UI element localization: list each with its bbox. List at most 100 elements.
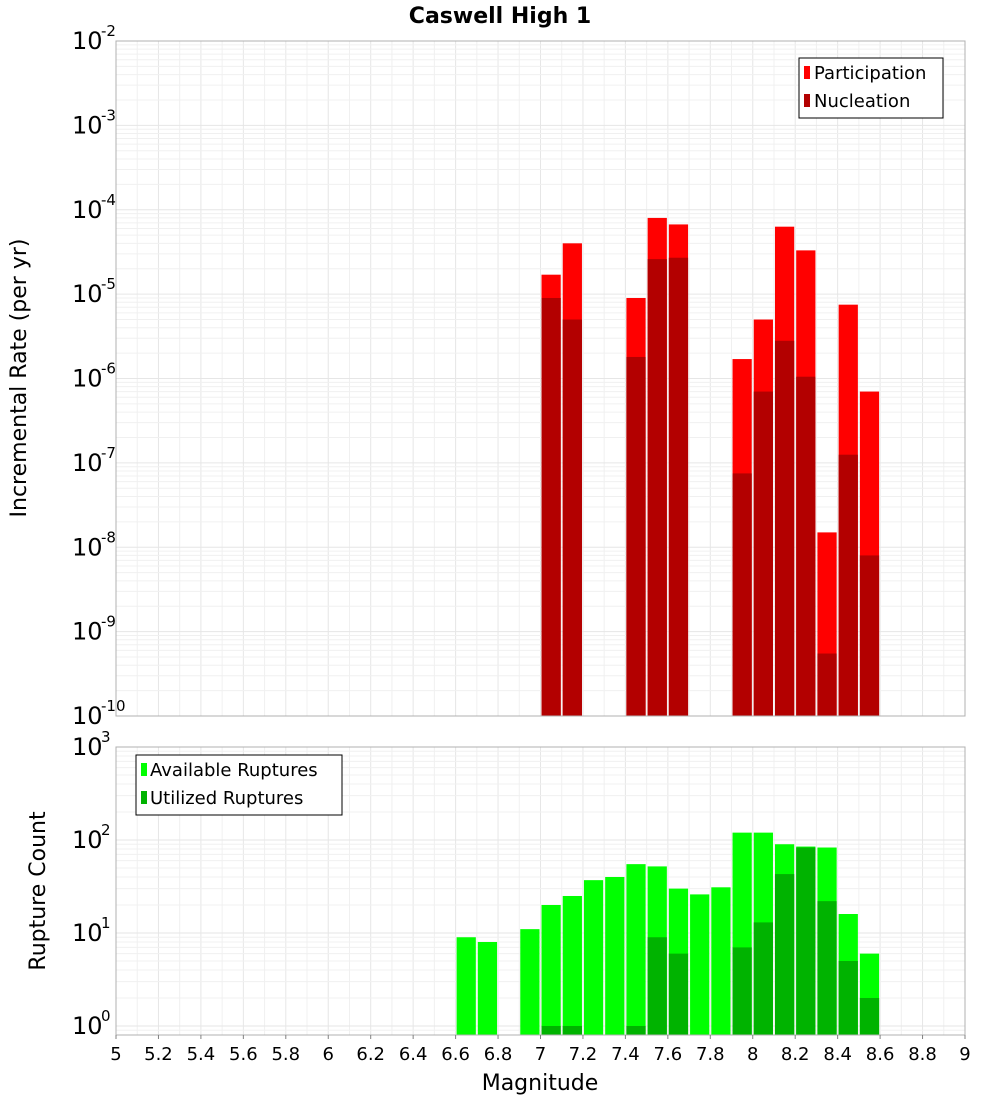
y-tick-label: 10 <box>72 1012 103 1040</box>
bar-available-ruptures <box>583 880 604 1035</box>
y-tick-label: 10 <box>72 733 103 761</box>
bar-available-ruptures <box>477 942 498 1035</box>
legend-frame-bottom <box>135 754 343 816</box>
y-tick-label: 10 <box>72 618 103 646</box>
y-tick-label: 10 <box>72 919 103 947</box>
legend-swatch-utilized <box>141 791 147 804</box>
y-tick-label: 10 <box>72 533 103 561</box>
bar-available-ruptures <box>562 895 582 1035</box>
bar-available-ruptures <box>541 904 561 1035</box>
x-tick-label: 6.8 <box>484 1044 513 1065</box>
x-axis-title: Magnitude <box>482 1071 599 1096</box>
y-tick-exponent: -3 <box>101 106 116 124</box>
chart-title: Caswell High 1 <box>409 4 591 29</box>
x-tick-label: 5.6 <box>229 1044 258 1065</box>
bar-nucleation <box>796 376 816 716</box>
y-tick-label: 10 <box>72 111 103 139</box>
y-tick-exponent: 2 <box>101 821 111 839</box>
x-tick-label: 7.6 <box>654 1044 683 1065</box>
x-tick-label: 5 <box>110 1044 121 1065</box>
x-tick-label: 7.4 <box>611 1044 640 1065</box>
y-tick-label: 10 <box>72 196 103 224</box>
legend-frame <box>798 57 944 119</box>
bar-available-ruptures <box>711 887 731 1035</box>
y-tick-exponent: 0 <box>101 1007 111 1025</box>
bar-nucleation <box>668 257 689 716</box>
top-panel-grid <box>115 40 966 717</box>
x-tick-label: 5.8 <box>271 1044 300 1065</box>
bar-utilized-ruptures <box>796 847 816 1035</box>
y-tick-exponent: -7 <box>101 444 116 462</box>
top-panel-legend: Participation Nucleation <box>798 57 944 119</box>
bar-utilized-ruptures <box>541 1025 561 1035</box>
y-tick-label: 10 <box>72 27 103 55</box>
bar-utilized-ruptures <box>859 997 880 1035</box>
x-tick-label: 6.6 <box>441 1044 470 1065</box>
x-tick-label: 7.8 <box>696 1044 725 1065</box>
y-tick-label: 10 <box>72 826 103 854</box>
y-tick-label: 10 <box>72 449 103 477</box>
bar-available-ruptures <box>626 864 646 1035</box>
x-tick-label: 6.2 <box>356 1044 385 1065</box>
x-tick-label: 8.8 <box>908 1044 937 1065</box>
bar-available-ruptures <box>456 937 476 1035</box>
x-tick-label: 8.6 <box>866 1044 895 1065</box>
x-tick-label: 8.2 <box>781 1044 810 1065</box>
x-tick-label: 8.4 <box>823 1044 852 1065</box>
bar-nucleation <box>647 259 667 716</box>
y-tick-exponent: 1 <box>101 914 111 932</box>
x-tick-label: 6 <box>323 1044 334 1065</box>
top-y-axis-title: Incremental Rate (per yr) <box>7 239 32 518</box>
bar-utilized-ruptures <box>668 953 689 1035</box>
bar-utilized-ruptures <box>838 960 858 1035</box>
bar-nucleation <box>626 356 646 716</box>
bar-nucleation <box>541 297 561 716</box>
y-tick-label: 10 <box>72 280 103 308</box>
bottom-panel-bars <box>456 832 880 1035</box>
bar-available-ruptures <box>605 877 625 1035</box>
x-tick-label: 5.4 <box>187 1044 216 1065</box>
bar-utilized-ruptures <box>753 922 773 1035</box>
y-tick-exponent: -2 <box>101 22 116 40</box>
x-tick-label: 7 <box>535 1044 546 1065</box>
y-tick-exponent: -8 <box>101 528 116 546</box>
x-tick-label: 8 <box>747 1044 758 1065</box>
x-tick-label: 6.4 <box>399 1044 428 1065</box>
bottom-panel-legend: Available Ruptures Utilized Ruptures <box>135 754 343 816</box>
bar-utilized-ruptures <box>732 947 752 1035</box>
legend-label-participation: Participation <box>814 63 926 84</box>
bar-utilized-ruptures <box>626 1025 646 1035</box>
bar-utilized-ruptures <box>774 874 795 1035</box>
x-tick-label: 7.2 <box>569 1044 598 1065</box>
bar-available-ruptures <box>520 929 540 1035</box>
top-panel-frame <box>115 40 966 717</box>
legend-swatch-available <box>141 763 147 776</box>
legend-label-nucleation: Nucleation <box>814 91 910 112</box>
legend-label-utilized: Utilized Ruptures <box>150 788 303 809</box>
bar-utilized-ruptures <box>817 901 837 1035</box>
bar-nucleation <box>753 391 773 716</box>
y-tick-exponent: -4 <box>101 191 116 209</box>
legend-swatch-nucleation <box>804 94 810 107</box>
x-tick-label: 5.2 <box>144 1044 173 1065</box>
y-tick-exponent: -10 <box>101 697 126 715</box>
bar-nucleation <box>838 454 858 716</box>
bar-nucleation <box>817 653 837 716</box>
bar-available-ruptures <box>690 894 710 1035</box>
bar-nucleation <box>859 555 880 716</box>
y-tick-exponent: 3 <box>101 728 111 746</box>
legend-label-available: Available Ruptures <box>150 760 318 781</box>
y-tick-label: 10 <box>72 702 103 730</box>
x-axis-ticks: 5 5.2 5.4 5.6 5.8 6 6.2 6.4 6.6 6.8 7 7.2 7.4 7.6 7.8 8… <box>110 1035 971 1065</box>
bar-utilized-ruptures <box>562 1025 582 1035</box>
bar-utilized-ruptures <box>647 937 667 1035</box>
y-tick-label: 10 <box>72 365 103 393</box>
top-panel-bars <box>541 217 880 717</box>
bar-nucleation <box>732 473 752 716</box>
y-tick-exponent: -6 <box>101 360 116 378</box>
x-tick-label: 9 <box>959 1044 970 1065</box>
legend-swatch-participation <box>804 66 810 79</box>
